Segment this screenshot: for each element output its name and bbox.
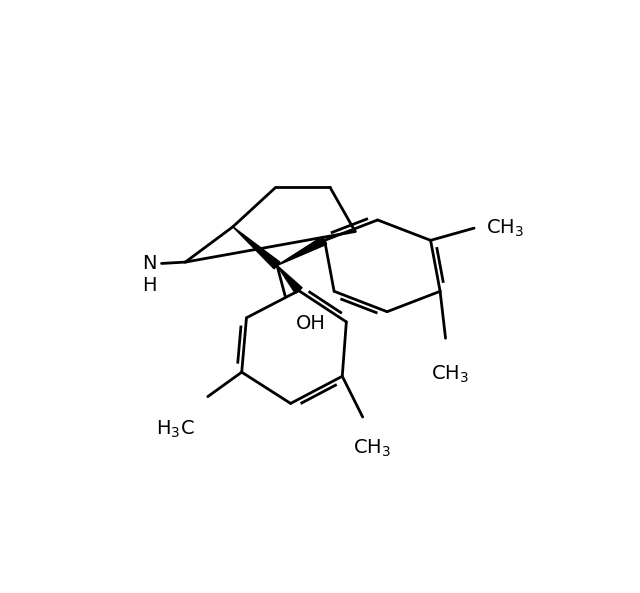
Text: CH$_3$: CH$_3$	[353, 438, 391, 459]
Text: H$_3$C: H$_3$C	[156, 419, 195, 439]
Polygon shape	[277, 237, 326, 266]
Text: CH$_3$: CH$_3$	[486, 218, 524, 239]
Polygon shape	[233, 227, 280, 269]
Polygon shape	[277, 266, 302, 294]
Text: N: N	[142, 254, 157, 273]
Text: H: H	[142, 276, 157, 295]
Text: CH$_3$: CH$_3$	[431, 364, 468, 385]
Text: OH: OH	[296, 314, 326, 333]
